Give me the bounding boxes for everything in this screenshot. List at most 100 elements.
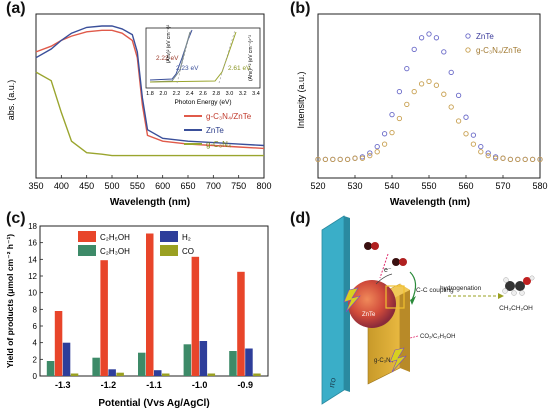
panel-b-point-1 <box>507 156 514 163</box>
panel-b-point-0 <box>478 143 484 150</box>
inset-label-2-23: 2.23 eV <box>176 65 199 72</box>
inset-tangent-1 <box>176 29 192 84</box>
panel-b-point-0 <box>441 49 447 55</box>
panel-a-x-ticks: 350 400 450 500 550 600 650 700 750 800 <box>28 175 272 191</box>
panel-d-letter: (d) <box>290 210 311 227</box>
panel-b-x-tick-label: 520 <box>310 181 325 191</box>
ethanol-label: CH₃CH₂OH <box>499 305 533 312</box>
panel-c-y-tick-label: 8 <box>33 305 38 314</box>
panel-b-point-0 <box>433 35 440 41</box>
panel-c-y-tick-label: 4 <box>33 339 38 348</box>
znte-label: ZnTe <box>362 312 376 318</box>
panel-a-series-1 <box>35 25 265 147</box>
panel-c-y-label: Yield of products (μmol cm⁻² h⁻¹) <box>5 234 15 368</box>
inset-x-label: Photon Energy (eV) <box>174 99 231 106</box>
panel-b-point-1 <box>396 115 403 122</box>
legend-c-ethanol: C₂H₅OH <box>100 233 130 242</box>
panel-a-x-label: Wavelength (nm) <box>110 197 190 208</box>
panel-b-point-0 <box>463 114 469 120</box>
panel-c-legend: C₂H₅OH H₂ C₂H₃OH CO <box>78 231 194 256</box>
panel-b-point-1 <box>337 156 343 163</box>
panel-c-bar <box>100 260 108 376</box>
panel-b-x-tick-label: 570 <box>495 181 510 191</box>
panel-b-point-0 <box>418 35 425 41</box>
panel-c-bar <box>62 342 71 376</box>
panel-b-point-1 <box>359 155 366 161</box>
panel-c-bar <box>146 233 154 376</box>
inset-x-tick-label: 2.0 <box>159 91 167 97</box>
panel-c-y-tick-label: 2 <box>33 355 38 364</box>
panel-c-x-label: Potential (Vvs Ag/AgCl) <box>98 398 209 409</box>
panel-b-points <box>315 31 543 163</box>
panel-c-x-tick-label: -1.3 <box>55 380 71 390</box>
panel-c-x-ticks: -1.3 -1.2 -1.1 -1.0 -0.9 <box>55 380 253 390</box>
panel-a-frame <box>35 13 265 179</box>
panel-c-x-tick-label: -1.0 <box>192 380 208 390</box>
legend-a-gcn: g-C₃N₄ <box>206 140 231 149</box>
gcn-label: g-C₃N₄ <box>374 358 393 364</box>
inset-x-ticks: 1.8 2.0 2.2 2.4 2.6 2.8 3.0 3.2 3.4 <box>146 91 260 97</box>
co2-arrow <box>409 335 419 339</box>
panel-b-legend: ZnTe g-C₃N₄/ZnTe <box>465 32 522 55</box>
panel-b-x-tick-label: 530 <box>347 181 362 191</box>
inset-x-tick-label: 3.2 <box>239 91 247 97</box>
inset-x-tick-label: 3.0 <box>226 91 234 97</box>
inset-tangent-2 <box>218 29 236 84</box>
inset-x-tick-label: 3.4 <box>252 91 260 97</box>
panel-b-point-1 <box>478 149 484 155</box>
panel-c-bar <box>54 311 63 376</box>
panel-a-x-tick-label: 550 <box>130 181 145 191</box>
panel-b-point-1 <box>330 156 336 163</box>
panel-b-point-1 <box>374 149 380 155</box>
panel-b-point-1 <box>455 118 462 124</box>
panel-b-point-1 <box>448 104 454 110</box>
panel-c-bar <box>70 373 79 376</box>
panel-c-bar <box>199 341 208 376</box>
panel-b-point-1 <box>418 81 425 87</box>
panel-a-x-tick-label: 750 <box>231 181 246 191</box>
panel-a-x-tick-label: 800 <box>256 181 271 191</box>
light-ray-1 <box>343 287 361 313</box>
panel-b-point-0 <box>426 31 432 37</box>
co-molecule-2 <box>392 258 407 266</box>
inset-y-label-left: (Ahν)² (eV cm⁻¹)² <box>166 24 172 63</box>
panel-c-y-tick-label: 12 <box>28 272 37 281</box>
panel-c-y-ticks: 0 2 4 6 8 10 12 14 16 18 <box>28 222 43 381</box>
panel-b-x-label: Wavelength (nm) <box>390 197 470 208</box>
panel-b-point-1 <box>537 156 543 163</box>
panel-b-point-1 <box>411 88 417 95</box>
panel-c-bar <box>92 357 100 376</box>
panel-c-y-tick-label: 6 <box>33 322 38 331</box>
panel-d: ITO g-C₃N₄ ZnTe e⁻ C-C coupling <box>321 215 535 405</box>
electron-arrow <box>375 273 393 285</box>
panel-b-point-0 <box>455 92 462 99</box>
panel-c-y-tick-label: 0 <box>33 372 38 381</box>
panel-c-letter: (c) <box>6 210 26 227</box>
panel-c-bar <box>229 351 237 376</box>
panel-b-point-1 <box>322 156 329 163</box>
panel-b-point-1 <box>485 152 491 159</box>
cc-coupling-label: C-C coupling <box>416 287 454 294</box>
panel-b-y-label: Intensity (a.u.) <box>296 71 306 128</box>
panel-b-point-0 <box>367 150 373 156</box>
panel-a-x-tick-label: 700 <box>206 181 221 191</box>
adsorption-arrow <box>379 253 389 279</box>
ito-electrode <box>321 215 345 405</box>
panel-c-bar <box>191 256 200 376</box>
panel-b-point-0 <box>411 46 417 53</box>
inset-x-tick-label: 2.2 <box>173 91 181 97</box>
inset-x-tick-label: 2.4 <box>186 91 194 97</box>
electron-label: e⁻ <box>384 267 392 274</box>
panel-b-point-1 <box>522 156 528 163</box>
panel-c-bar <box>162 373 170 376</box>
panel-a-x-tick-label: 450 <box>79 181 94 191</box>
panel-b-point-1 <box>381 141 388 147</box>
panel-a-x-tick-label: 400 <box>54 181 69 191</box>
panel-c-bar <box>108 369 116 376</box>
panel-b-point-0 <box>404 65 410 72</box>
panel-a-y-label: abs. (a.u.) <box>6 80 16 121</box>
co2-label: CO₂/C₂H₅OH <box>420 334 455 340</box>
legend-a-znte: ZnTe <box>206 126 224 135</box>
panel-c-bars <box>46 233 261 376</box>
panel-c-bar <box>183 344 192 376</box>
